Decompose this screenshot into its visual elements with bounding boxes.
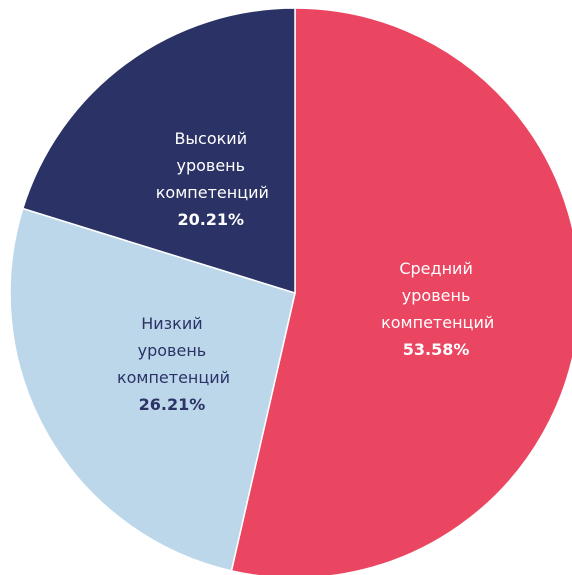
category-label: Высокий уровень компетенций [155, 128, 269, 202]
slice-label: Низкий уровень компетенций 26.21% [116, 310, 231, 418]
value-label: 26.21% [138, 394, 206, 414]
slice-label: Высокий уровень компетенций 20.21% [155, 125, 269, 233]
slice-label: Средний уровень компетенций 53.58% [381, 255, 495, 363]
value-label: 20.21% [177, 209, 245, 229]
category-label: Средний уровень компетенций [381, 258, 495, 332]
pie-slice [9, 207, 296, 572]
value-label: 53.58% [402, 339, 470, 359]
category-label: Низкий уровень компетенций [116, 313, 231, 387]
pie-slice [21, 7, 296, 295]
pie-slice [230, 7, 572, 575]
